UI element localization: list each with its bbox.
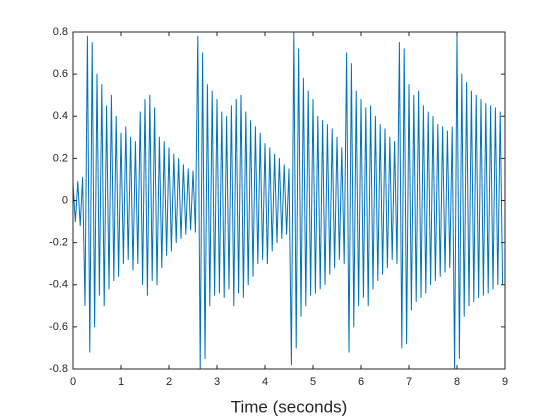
waveform-line (72, 31, 504, 370)
x-tick-label: 8 (454, 376, 460, 388)
x-tick-label: 0 (70, 376, 76, 388)
x-tick-label: 2 (166, 376, 172, 388)
x-tick-label: 6 (358, 376, 364, 388)
x-tick-label: 3 (214, 376, 220, 388)
y-tick-label: 0 (62, 194, 68, 206)
x-axis-label: Time (seconds) (231, 397, 348, 416)
x-tick-label: 4 (262, 376, 268, 388)
y-tick-label: -0.4 (49, 279, 68, 291)
y-tick-label: 0.8 (53, 26, 68, 38)
y-tick-label: -0.8 (49, 363, 68, 375)
y-tick-label: 0.6 (53, 68, 68, 80)
plot-layer (72, 31, 504, 370)
x-tick-label: 5 (310, 376, 316, 388)
x-tick-label: 1 (118, 376, 124, 388)
x-tick-label: 9 (502, 376, 508, 388)
y-tick-label: -0.2 (49, 237, 68, 249)
y-tick-label: 0.2 (53, 152, 68, 164)
y-tick-label: 0.4 (53, 110, 68, 122)
y-tick-label: -0.6 (49, 321, 68, 333)
x-tick-label: 7 (406, 376, 412, 388)
